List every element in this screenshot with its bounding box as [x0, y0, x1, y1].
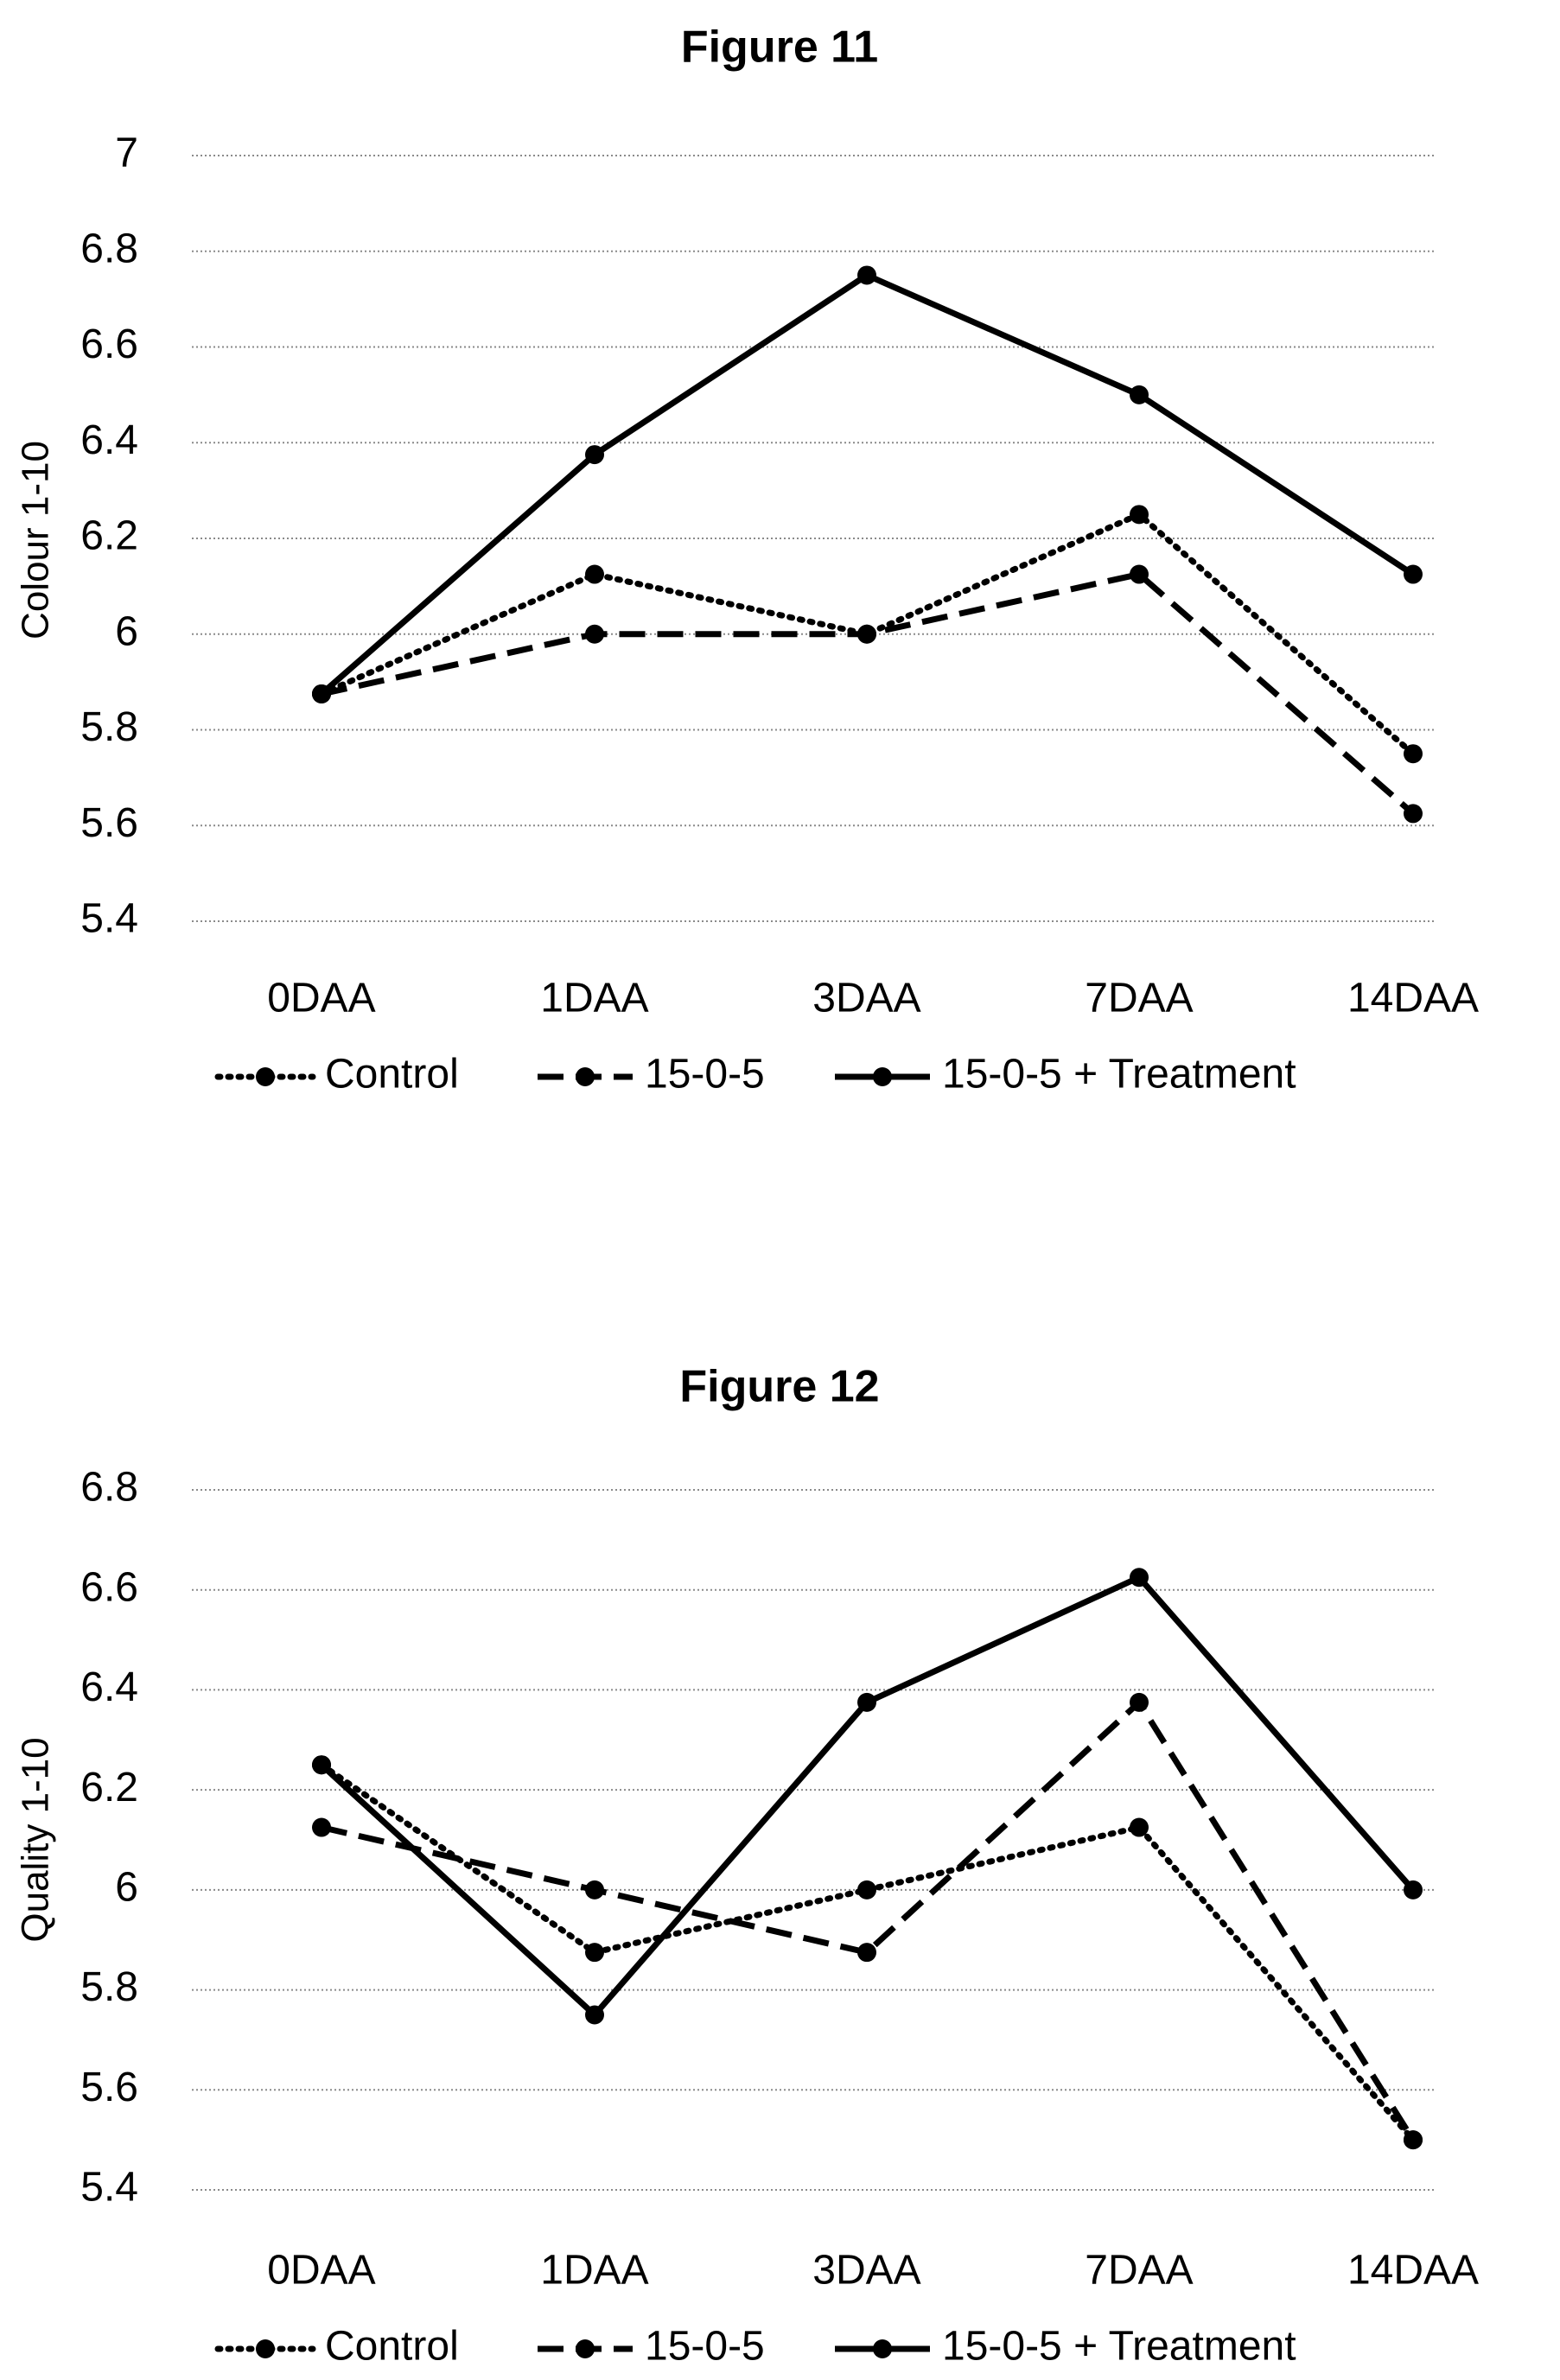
data-point [1404, 744, 1423, 764]
legend-marker [873, 1067, 892, 1086]
data-point [857, 1880, 876, 1900]
y-tick-label: 6.2 [80, 513, 138, 559]
data-point [857, 1692, 876, 1712]
data-point [1130, 385, 1149, 404]
y-tick-label: 5.6 [80, 2065, 138, 2110]
legend-label: 15-0-5 [645, 1052, 765, 1098]
x-tick-label: 7DAA [1085, 2248, 1193, 2294]
chart-2: Figure 12 Quality 1-10 5.4 5.6 5.8 6 6.2 6.4 6.6… [15, 1362, 1479, 2370]
y-tick-label: 6.6 [80, 321, 138, 367]
data-point [1130, 1568, 1149, 1588]
data-point [1130, 1817, 1149, 1837]
data-point [1404, 1880, 1423, 1900]
y-tick-label: 6 [115, 1865, 138, 1911]
legend-label: Control [325, 1052, 459, 1098]
data-point [585, 445, 604, 465]
legend-marker [873, 2339, 892, 2358]
x-tick-label: 14DAA [1347, 976, 1479, 1021]
y-tick-label: 5.4 [80, 2165, 138, 2211]
data-point [857, 624, 876, 644]
data-point [585, 2005, 604, 2025]
data-point [1404, 804, 1423, 824]
y-tick-label: 6 [115, 608, 138, 654]
legend-label: 15-0-5 [645, 2324, 765, 2370]
y-tick-label: 5.8 [80, 1964, 138, 2010]
data-point [1404, 2130, 1423, 2150]
data-point [1130, 564, 1149, 584]
y-tick-label: 6.2 [80, 1765, 138, 1810]
legend-label: 15-0-5 + Treatment [942, 1052, 1296, 1098]
y-axis-label: Colour 1-10 [15, 441, 57, 640]
chart-title: Figure 11 [681, 22, 878, 73]
x-tick-label: 0DAA [267, 2248, 375, 2294]
data-point [1404, 564, 1423, 584]
legend-marker [576, 1067, 595, 1086]
y-tick-label: 7 [115, 130, 138, 176]
data-point [585, 624, 604, 644]
x-tick-label: 1DAA [540, 976, 648, 1021]
data-point [1130, 505, 1149, 525]
y-tick-label: 6.8 [80, 226, 138, 271]
series-line-control [318, 511, 1417, 757]
x-tick-label: 1DAA [540, 2248, 648, 2294]
data-point [312, 1817, 331, 1837]
legend-marker [256, 2339, 275, 2358]
data-point [585, 1943, 604, 1963]
y-tick-label: 6.4 [80, 1664, 138, 1710]
x-tick-label: 0DAA [267, 976, 375, 1021]
legend-label: 15-0-5 + Treatment [942, 2324, 1296, 2370]
data-point [312, 684, 331, 703]
data-point [857, 1943, 876, 1963]
y-tick-label: 5.4 [80, 896, 138, 942]
chart-1: Figure 11 Colour 1-10 5.4 5.6 5.8 6 6.2 6.4 6.6 6… [15, 22, 1479, 1098]
y-tick-label: 5.8 [80, 704, 138, 750]
x-tick-label: 3DAA [812, 2248, 920, 2294]
x-tick-label: 14DAA [1347, 2248, 1479, 2294]
y-tick-label: 6.8 [80, 1465, 138, 1511]
legend-marker [576, 2339, 595, 2358]
y-tick-label: 6.4 [80, 417, 138, 463]
data-point [857, 265, 876, 285]
data-point [585, 564, 604, 584]
y-tick-label: 5.6 [80, 800, 138, 846]
series-line-15-0-5 [321, 1699, 1416, 2142]
legend-label: Control [325, 2324, 459, 2370]
data-point [1130, 1692, 1149, 1712]
chart-title: Figure 12 [679, 1362, 879, 1412]
data-point [312, 1755, 331, 1775]
x-tick-label: 7DAA [1085, 976, 1193, 1021]
data-point [585, 1880, 604, 1900]
y-tick-label: 6.6 [80, 1564, 138, 1610]
y-axis-label: Quality 1-10 [15, 1737, 57, 1942]
x-tick-label: 3DAA [812, 976, 920, 1021]
legend-marker [256, 1067, 275, 1086]
